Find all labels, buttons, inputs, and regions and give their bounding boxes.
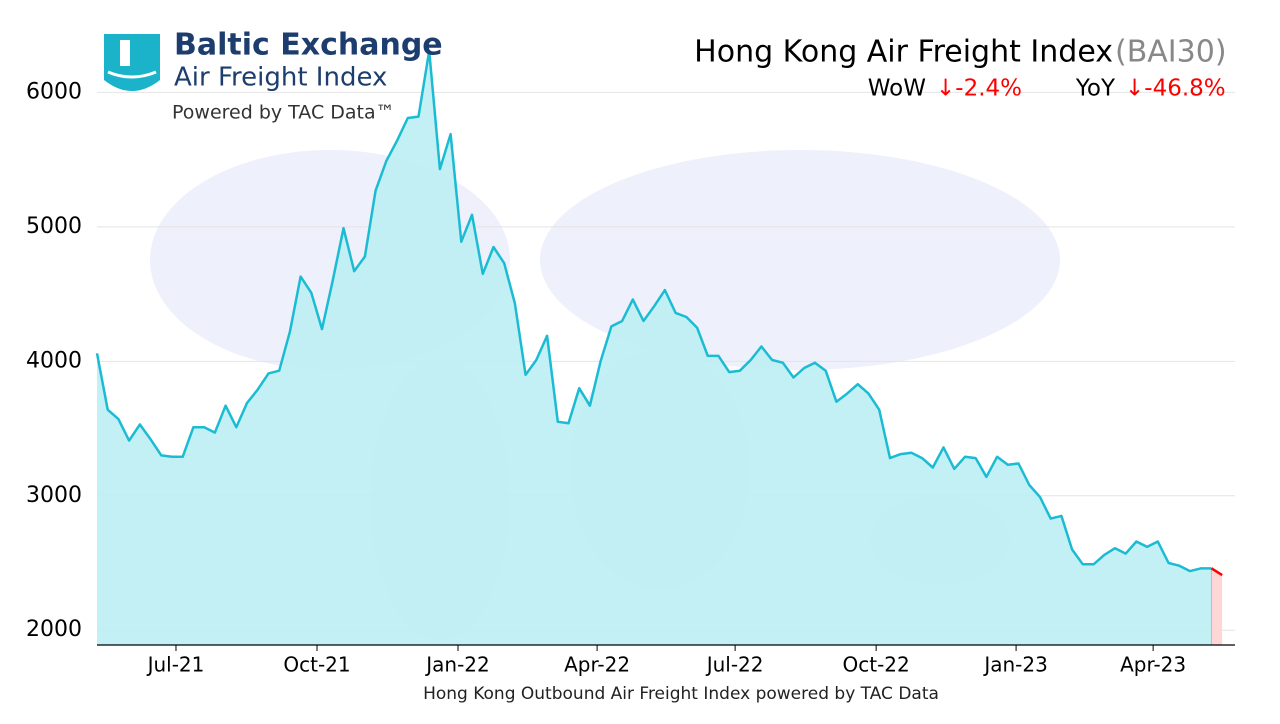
y-tick-label: 2000 [26, 617, 82, 642]
x-tick-label: Jul-21 [146, 653, 205, 677]
y-tick-label: 6000 [26, 79, 82, 104]
logo-product: Air Freight Index [174, 63, 387, 93]
x-tick-label: Apr-23 [1120, 653, 1186, 677]
chart-title: Hong Kong Air Freight Index [694, 35, 1113, 70]
title-code: (BAI30) [1115, 35, 1227, 70]
y-tick-label: 5000 [26, 214, 82, 239]
change-label: YoY [1075, 76, 1116, 102]
logo-powered: Powered by TAC Data™ [172, 102, 395, 124]
line [95, 49, 1212, 573]
highlight-line [1210, 567, 1223, 577]
highlight-fill [1211, 568, 1223, 645]
logo-tower [120, 40, 130, 66]
area-fill [97, 50, 1212, 646]
plot-area [95, 49, 1235, 651]
x-tick-label: Jan-23 [982, 653, 1048, 677]
change-value: ↓-2.4% [936, 76, 1022, 102]
x-tick-label: Oct-21 [283, 653, 350, 677]
logo-shield [104, 34, 160, 91]
y-tick-label: 4000 [26, 348, 82, 373]
x-tick-label: Oct-22 [843, 653, 910, 677]
x-axis-label: Hong Kong Outbound Air Freight Index pow… [423, 684, 939, 704]
logo-name: Baltic Exchange [174, 28, 443, 63]
logo: Baltic Exchange Air Freight Index Powere… [104, 28, 443, 124]
x-tick-label: Jul-22 [705, 653, 764, 677]
x-tick-label: Apr-22 [564, 653, 630, 677]
change-value: ↓-46.8% [1125, 76, 1226, 102]
logo-wave [107, 70, 157, 79]
y-tick-label: 3000 [26, 483, 82, 508]
x-tick-label: Jan-22 [424, 653, 490, 677]
change-label: WoW [868, 76, 926, 102]
